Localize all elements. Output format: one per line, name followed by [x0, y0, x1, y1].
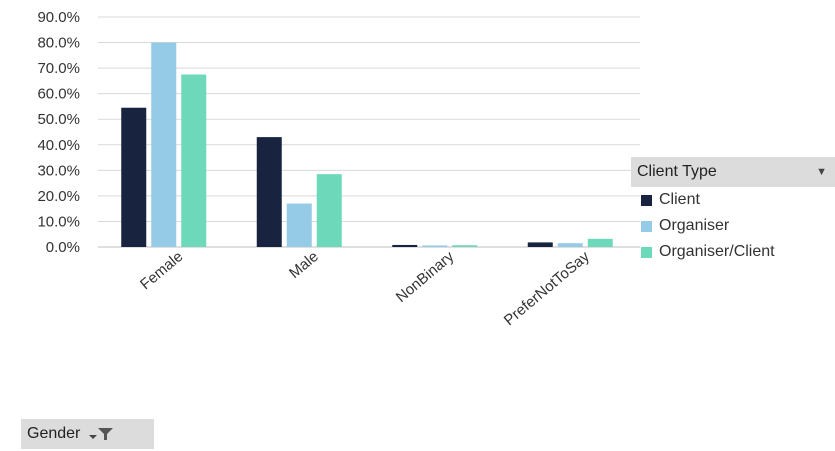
- gender-field-button[interactable]: Gender: [21, 419, 154, 449]
- legend-swatch-organiser: [641, 220, 652, 232]
- legend-item-organiser: Organiser: [631, 213, 835, 239]
- filter-icon[interactable]: [88, 426, 114, 442]
- legend-label-organiser-client: Organiser/Client: [659, 243, 775, 260]
- x-category-label: PreferNotToSay: [501, 248, 593, 329]
- y-tick-label: 20.0%: [37, 188, 80, 205]
- legend-label-client: Client: [659, 191, 700, 208]
- bar-organiser-female: [151, 42, 177, 247]
- bar-organiser-client-prefernottosay: [587, 238, 613, 247]
- y-axis-tick-labels: 0.0% 10.0% 20.0% 30.0% 40.0% 50.0% 60.0% 70.0% 8…: [37, 9, 80, 256]
- bar-chart: 0.0% 10.0% 20.0% 30.0% 40.0% 50.0% 60.0% 70.0% 8…: [37, 9, 640, 329]
- legend-title: Client Type: [637, 163, 717, 180]
- dropdown-arrow-icon[interactable]: ▼: [816, 166, 827, 178]
- bar-client-nonbinary: [392, 244, 418, 247]
- legend-swatch-organiser-client: [641, 246, 652, 258]
- bar-client-prefernottosay: [527, 242, 553, 247]
- y-tick-label: 40.0%: [37, 137, 80, 154]
- bar-organiser-male: [286, 203, 312, 247]
- y-tick-label: 50.0%: [37, 111, 80, 128]
- bar-organiser-client-male: [316, 174, 342, 247]
- y-tick-label: 70.0%: [37, 60, 80, 77]
- bar-organiser-client-nonbinary: [452, 245, 478, 247]
- legend-item-client: Client: [631, 187, 835, 213]
- x-category-label: Male: [286, 248, 322, 282]
- bar-organiser-prefernottosay: [557, 243, 583, 247]
- legend-swatch-client: [641, 194, 652, 206]
- bar-organiser-nonbinary: [422, 245, 448, 247]
- legend-filter-button[interactable]: Client Type ▼: [631, 157, 835, 187]
- y-tick-label: 60.0%: [37, 86, 80, 103]
- legend: Client Type ▼ Client Organiser Organiser…: [631, 157, 835, 265]
- gridlines: [98, 16, 640, 248]
- legend-label-organiser: Organiser: [659, 217, 730, 234]
- y-tick-label: 90.0%: [37, 9, 80, 26]
- field-button-label: Gender: [27, 425, 81, 442]
- x-axis-category-labels: Female Male NonBinary PreferNotToSay: [137, 248, 593, 329]
- bars: [121, 42, 613, 247]
- bar-client-male: [256, 137, 282, 247]
- legend-item-organiser-client: Organiser/Client: [631, 239, 835, 265]
- x-category-label: Female: [137, 248, 186, 293]
- y-tick-label: 10.0%: [37, 213, 80, 230]
- x-category-label: NonBinary: [393, 248, 458, 306]
- bar-organiser-client-female: [181, 74, 207, 247]
- bar-client-female: [121, 107, 147, 247]
- y-tick-label: 80.0%: [37, 35, 80, 52]
- y-tick-label: 0.0%: [46, 239, 80, 256]
- y-tick-label: 30.0%: [37, 162, 80, 179]
